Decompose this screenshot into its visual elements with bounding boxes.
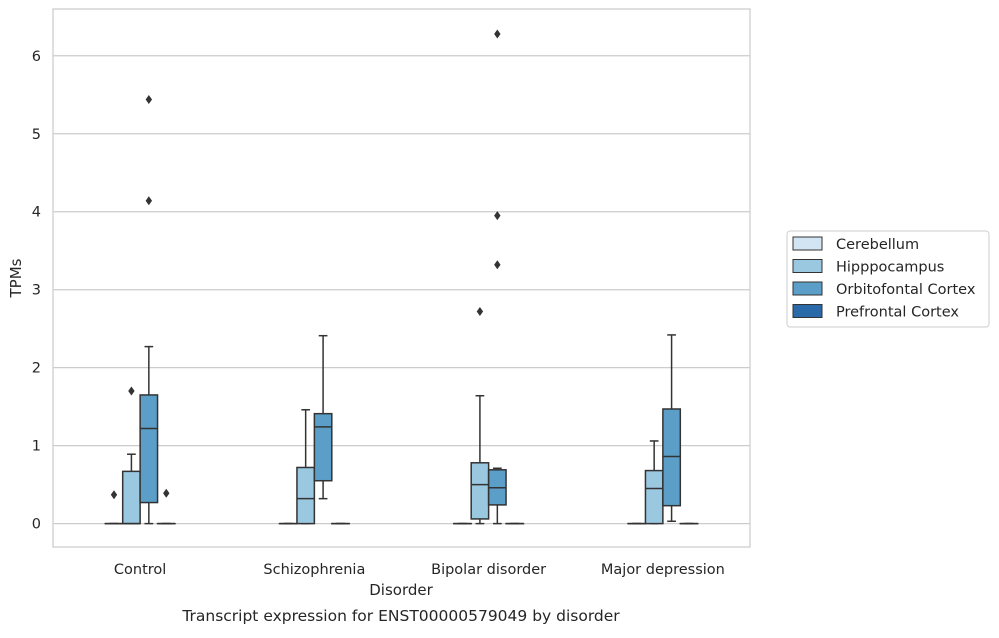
legend-label: Orbitofontal Cortex [836,282,976,298]
box-body [140,395,157,503]
y-tick-label: 1 [32,439,41,455]
box-body [645,471,662,524]
legend-label: Cerebellum [836,237,919,253]
outlier-point [163,489,169,498]
x-tick-label: Bipolar disorder [431,562,546,578]
outlier-point [146,196,152,205]
outlier-point [494,211,500,220]
outlier-point [128,387,134,396]
x-tick-label: Control [114,562,166,578]
x-tick-labels: Control Schizophrenia Bipolar disorder Majo… [114,562,725,578]
box-body [297,467,314,523]
y-tick-label: 3 [32,283,41,299]
legend-label: Prefrontal Cortex [836,305,959,321]
box-body [663,409,680,506]
box-body [471,463,488,519]
series-hipppocampus [123,307,663,524]
legend-label: Hipppocampus [836,260,944,276]
outlier-point [111,490,117,499]
y-tick-label: 4 [32,205,41,221]
x-tick-label: Major depression [601,562,725,578]
outlier-point [477,307,483,316]
box-mark [471,307,488,524]
box-series [105,29,697,523]
box-mark [158,489,175,524]
legend-swatch [793,305,822,318]
legend-swatch [793,260,822,273]
box-mark [314,336,331,499]
box-body [123,471,140,523]
box-mark [663,335,680,521]
box-body [314,414,331,481]
box-mark [297,410,314,524]
legend-swatch [793,282,822,295]
y-tick-labels: 0 1 2 3 4 5 6 [32,49,41,533]
y-tick-label: 6 [32,49,41,65]
box-mark [123,387,140,524]
x-tick-label: Schizophrenia [263,562,365,578]
box-mark [645,441,662,524]
box-mark [489,29,506,523]
y-tick-label: 2 [32,361,41,377]
outlier-point [146,95,152,104]
legend: Cerebellum Hipppocampus Orbitofontal Corte… [787,231,989,327]
outlier-point [494,260,500,269]
chart-title: Transcript expression for ENST0000057904… [181,607,620,625]
box-mark [105,490,122,523]
x-axis-label: Disorder [369,581,433,599]
y-tick-label: 0 [32,517,41,533]
legend-swatch [793,237,822,250]
series-cerebellum [105,490,645,523]
outlier-point [494,29,500,38]
y-axis-label: TPMs [7,258,25,298]
series-prefrontal-cortex [158,489,698,524]
y-tick-label: 5 [32,127,41,143]
box-mark [140,95,157,524]
series-orbitofontal-cortex [140,29,680,523]
